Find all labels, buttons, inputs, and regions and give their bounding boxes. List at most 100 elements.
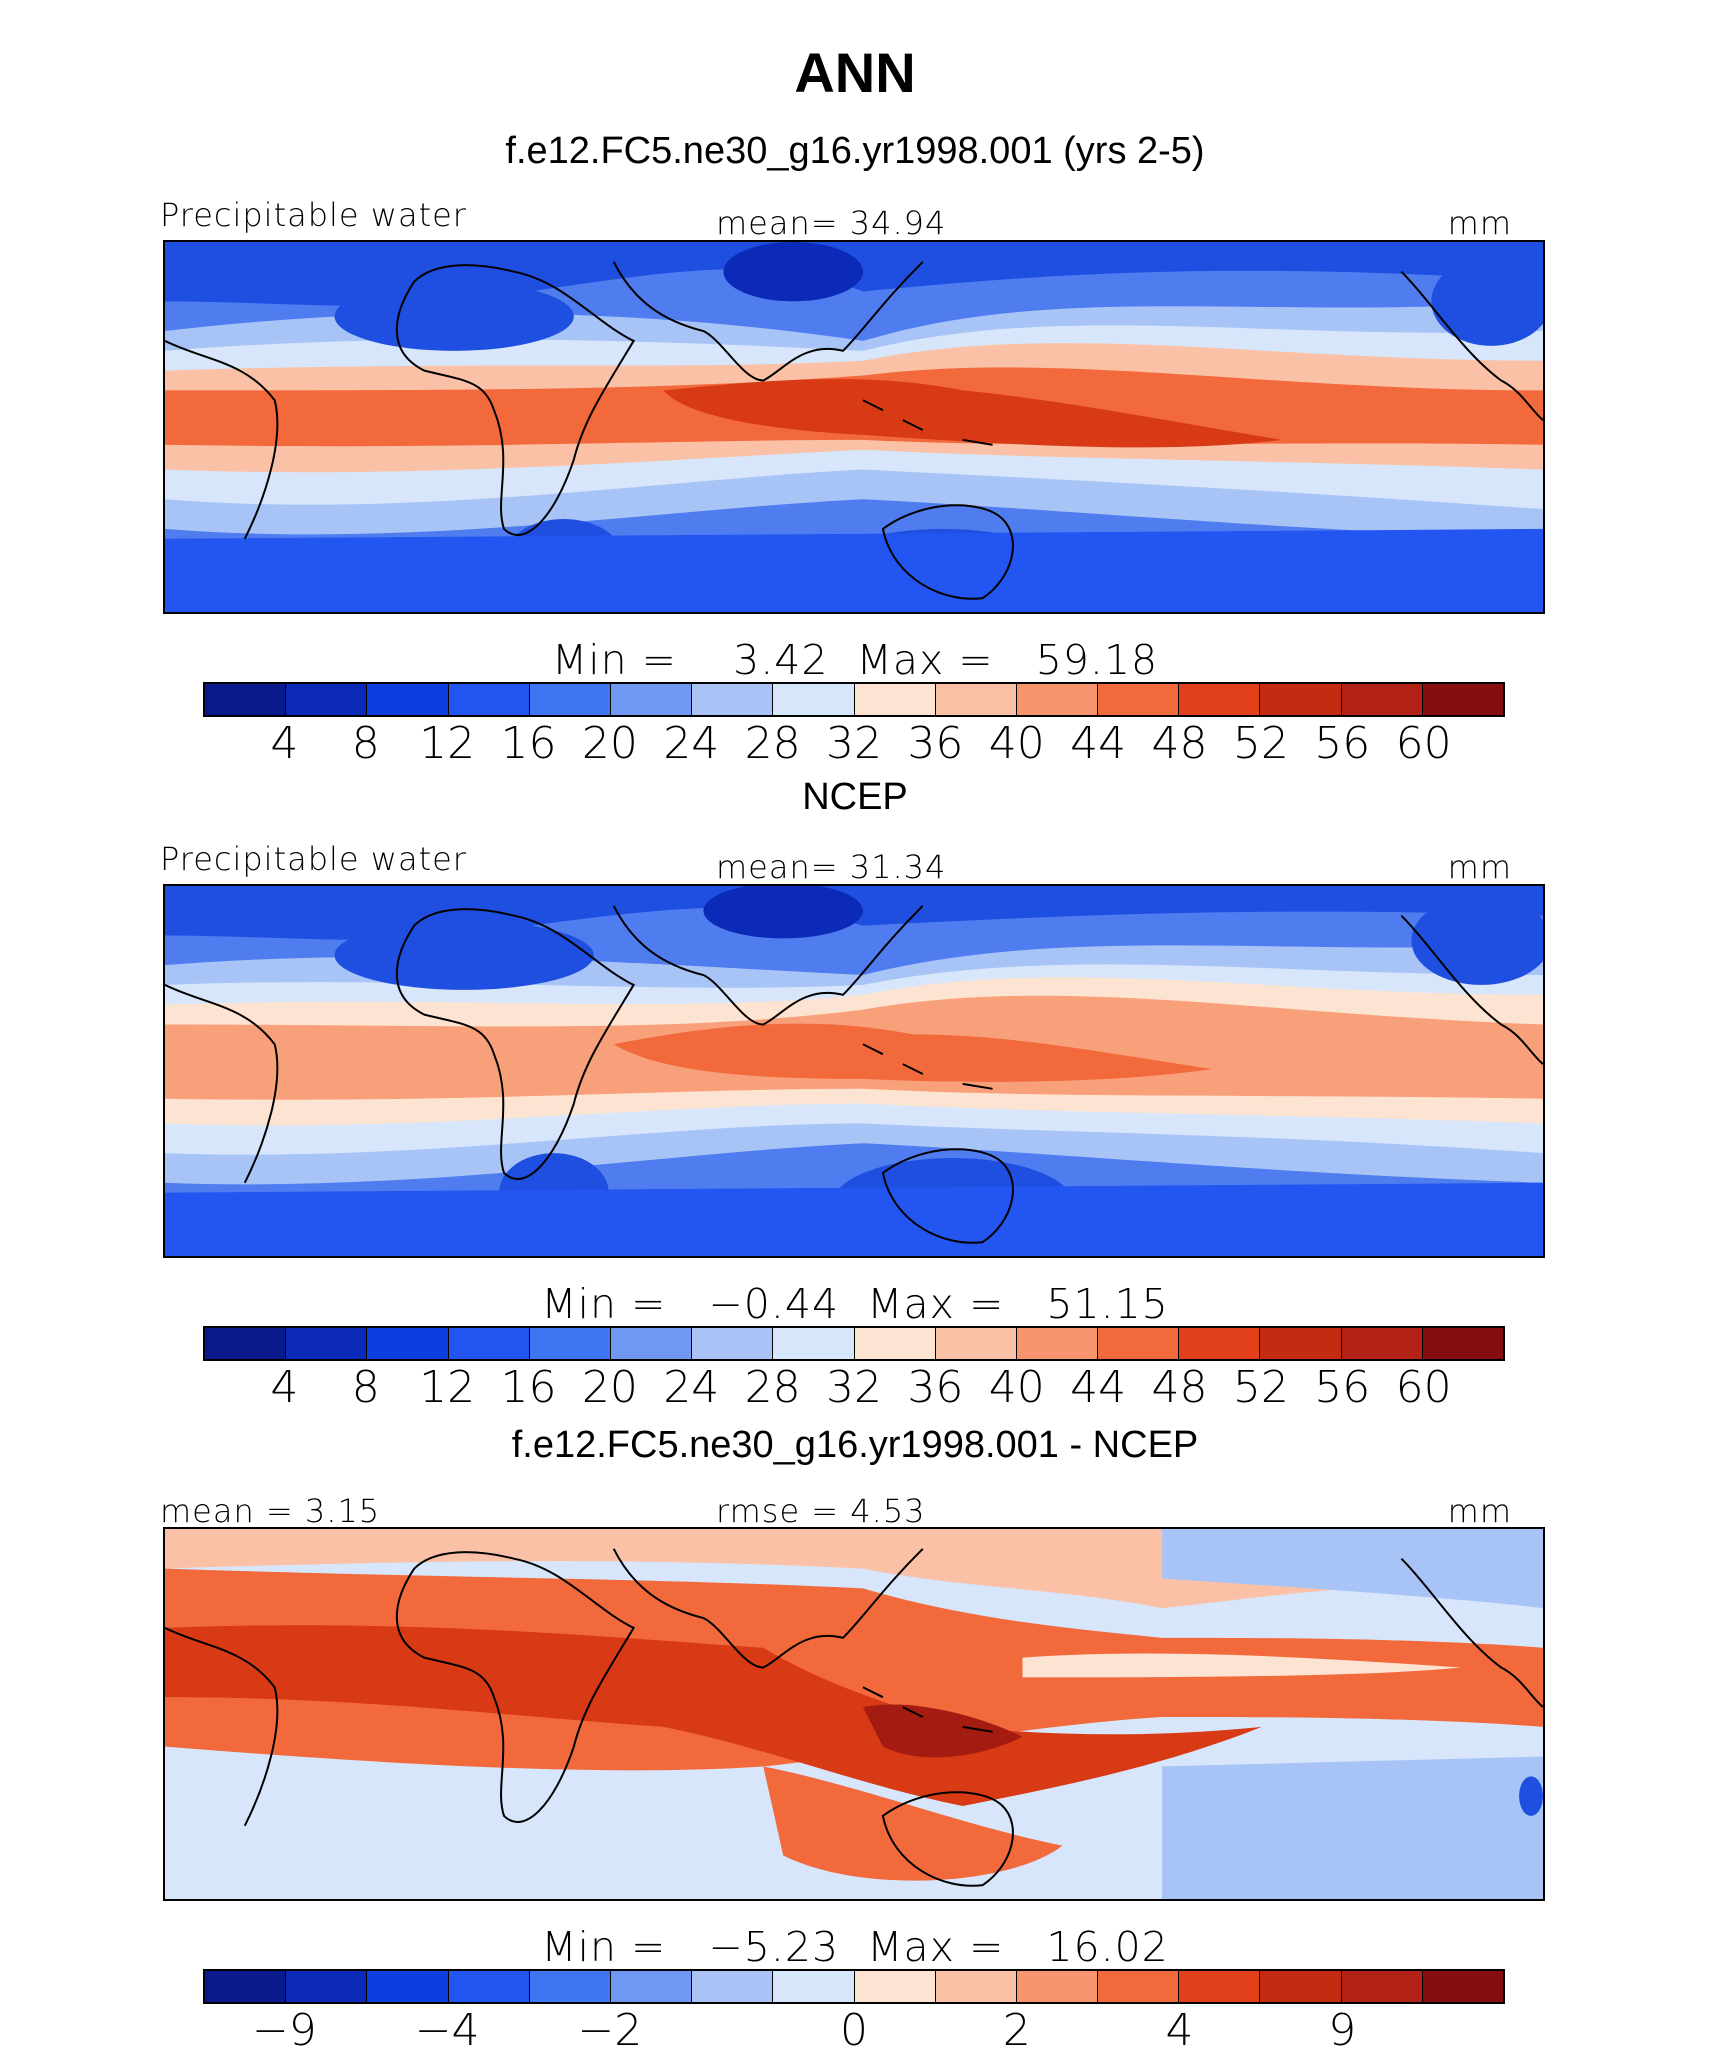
- panel1-title: f.e12.FC5.ne30_g16.yr1998.001 (yrs 2-5): [505, 130, 1205, 172]
- colorbar-cell: [854, 684, 936, 715]
- colorbar-tick-label: 32: [826, 1362, 882, 1413]
- colorbar-cell: [286, 1328, 368, 1359]
- colorbar-tick-label: 12: [419, 1362, 476, 1413]
- panel3-mean-label: mean = 3.15: [160, 1492, 381, 1530]
- colorbar-cell: [1016, 1328, 1099, 1359]
- colorbar-cell: [448, 1328, 530, 1359]
- panel2-title: NCEP: [802, 776, 908, 818]
- panel1-units-label: mm: [1447, 204, 1512, 242]
- colorbar-cell: [854, 1971, 936, 2002]
- panel1-mean-label: mean= 34.94: [716, 204, 947, 242]
- colorbar-tick-label: 48: [1151, 1362, 1208, 1413]
- colorbar-tick-label: 28: [744, 1362, 801, 1413]
- colorbar-cell: [529, 684, 611, 715]
- colorbar-tick-label: 52: [1232, 718, 1289, 769]
- colorbar-tick-label: 24: [663, 718, 720, 769]
- colorbar-cell: [692, 1971, 774, 2002]
- panel2-colorbar: [203, 1326, 1505, 1361]
- colorbar-tick-label: 9: [1328, 2005, 1357, 2056]
- colorbar-cell: [529, 1971, 611, 2002]
- colorbar-tick-label: 16: [500, 1362, 557, 1413]
- colorbar-tick-label: 44: [1070, 718, 1127, 769]
- colorbar-tick-label: 24: [663, 1362, 720, 1413]
- colorbar-cell: [448, 684, 530, 715]
- colorbar-tick-label: 60: [1395, 718, 1452, 769]
- colorbar-tick-label: 28: [744, 718, 801, 769]
- colorbar-cell: [692, 1328, 774, 1359]
- colorbar-cell: [610, 1971, 693, 2002]
- colorbar-cell: [935, 684, 1017, 715]
- colorbar-tick-label: 40: [988, 718, 1045, 769]
- panel1-map: [163, 240, 1545, 614]
- colorbar-cell: [1098, 684, 1180, 715]
- colorbar-cell: [1260, 684, 1342, 715]
- colorbar-tick-label: −4: [414, 2005, 480, 2056]
- colorbar-tick-label: 8: [351, 718, 380, 769]
- panel1-variable-label: Precipitable water: [160, 196, 467, 234]
- colorbar-tick-label: 36: [907, 1362, 964, 1413]
- colorbar-tick-label: 20: [581, 718, 638, 769]
- panel1-colorbar-ticks: 4 8 12 16 20 24 28 32 36 40 44 48 52 56 60: [203, 718, 1505, 769]
- colorbar-tick-label: 60: [1395, 1362, 1452, 1413]
- colorbar-tick-label: 44: [1070, 1362, 1127, 1413]
- colorbar-cell: [286, 1971, 368, 2002]
- panel2-units-label: mm: [1447, 848, 1512, 886]
- colorbar-cell: [286, 684, 368, 715]
- panel1-minmax-label: Min = 3.42 Max = 59.18: [551, 636, 1159, 684]
- colorbar-cell: [205, 684, 287, 715]
- colorbar-cell: [1179, 1328, 1261, 1359]
- panel2-colorbar-ticks: 4 8 12 16 20 24 28 32 36 40 44 48 52 56 60: [203, 1362, 1505, 1413]
- panel2-variable-label: Precipitable water: [160, 840, 467, 878]
- colorbar-cell: [1341, 684, 1423, 715]
- panel3-units-label: mm: [1447, 1492, 1512, 1530]
- colorbar-cell: [610, 1328, 693, 1359]
- colorbar-cell: [1422, 1971, 1503, 2002]
- panel2-mean-label: mean= 31.34: [716, 848, 947, 886]
- colorbar-cell: [367, 1328, 449, 1359]
- colorbar-cell: [448, 1971, 530, 2002]
- colorbar-cell: [610, 684, 693, 715]
- panel2-minmax-label: Min = −0.44 Max = 51.15: [541, 1280, 1169, 1328]
- colorbar-cell: [1422, 684, 1503, 715]
- colorbar-tick-label: −2: [577, 2005, 643, 2056]
- figure-title: ANN: [794, 41, 916, 104]
- colorbar-tick-label: 40: [988, 1362, 1045, 1413]
- colorbar-tick-label: 2: [1002, 2005, 1031, 2056]
- colorbar-tick-label: 48: [1151, 718, 1208, 769]
- colorbar-cell: [854, 1328, 936, 1359]
- panel3-title: f.e12.FC5.ne30_g16.yr1998.001 - NCEP: [511, 1424, 1199, 1466]
- colorbar-cell: [935, 1328, 1017, 1359]
- colorbar-cell: [1179, 684, 1261, 715]
- colorbar-tick-label: 0: [840, 2005, 868, 2056]
- colorbar-tick-label: 56: [1314, 718, 1371, 769]
- colorbar-cell: [1341, 1971, 1423, 2002]
- colorbar-tick-label: −9: [251, 2005, 317, 2056]
- colorbar-cell: [1016, 684, 1099, 715]
- panel2-map: [163, 884, 1545, 1258]
- colorbar-cell: [935, 1971, 1017, 2002]
- colorbar-cell: [773, 1328, 855, 1359]
- panel3-map: [163, 1527, 1545, 1901]
- colorbar-cell: [1016, 1971, 1099, 2002]
- panel3-colorbar: [203, 1969, 1505, 2004]
- panel1-colorbar: [203, 682, 1505, 717]
- colorbar-cell: [367, 1971, 449, 2002]
- colorbar-cell: [529, 1328, 611, 1359]
- colorbar-cell: [205, 1971, 287, 2002]
- panel3-rmse-label: rmse = 4.53: [716, 1492, 926, 1530]
- colorbar-tick-label: 52: [1232, 1362, 1289, 1413]
- colorbar-cell: [692, 684, 774, 715]
- colorbar-tick-label: 4: [270, 1362, 299, 1413]
- colorbar-cell: [773, 1971, 855, 2002]
- colorbar-tick-label: 8: [351, 1362, 380, 1413]
- panel3-minmax-label: Min = −5.23 Max = 16.02: [541, 1923, 1169, 1971]
- colorbar-cell: [1098, 1971, 1180, 2002]
- colorbar-cell: [773, 684, 855, 715]
- colorbar-tick-label: 56: [1314, 1362, 1371, 1413]
- colorbar-cell: [1260, 1328, 1342, 1359]
- colorbar-cell: [367, 684, 449, 715]
- colorbar-cell: [1179, 1971, 1261, 2002]
- colorbar-tick-label: 16: [500, 718, 557, 769]
- colorbar-tick-label: 4: [1165, 2005, 1194, 2056]
- colorbar-tick-label: 12: [419, 718, 476, 769]
